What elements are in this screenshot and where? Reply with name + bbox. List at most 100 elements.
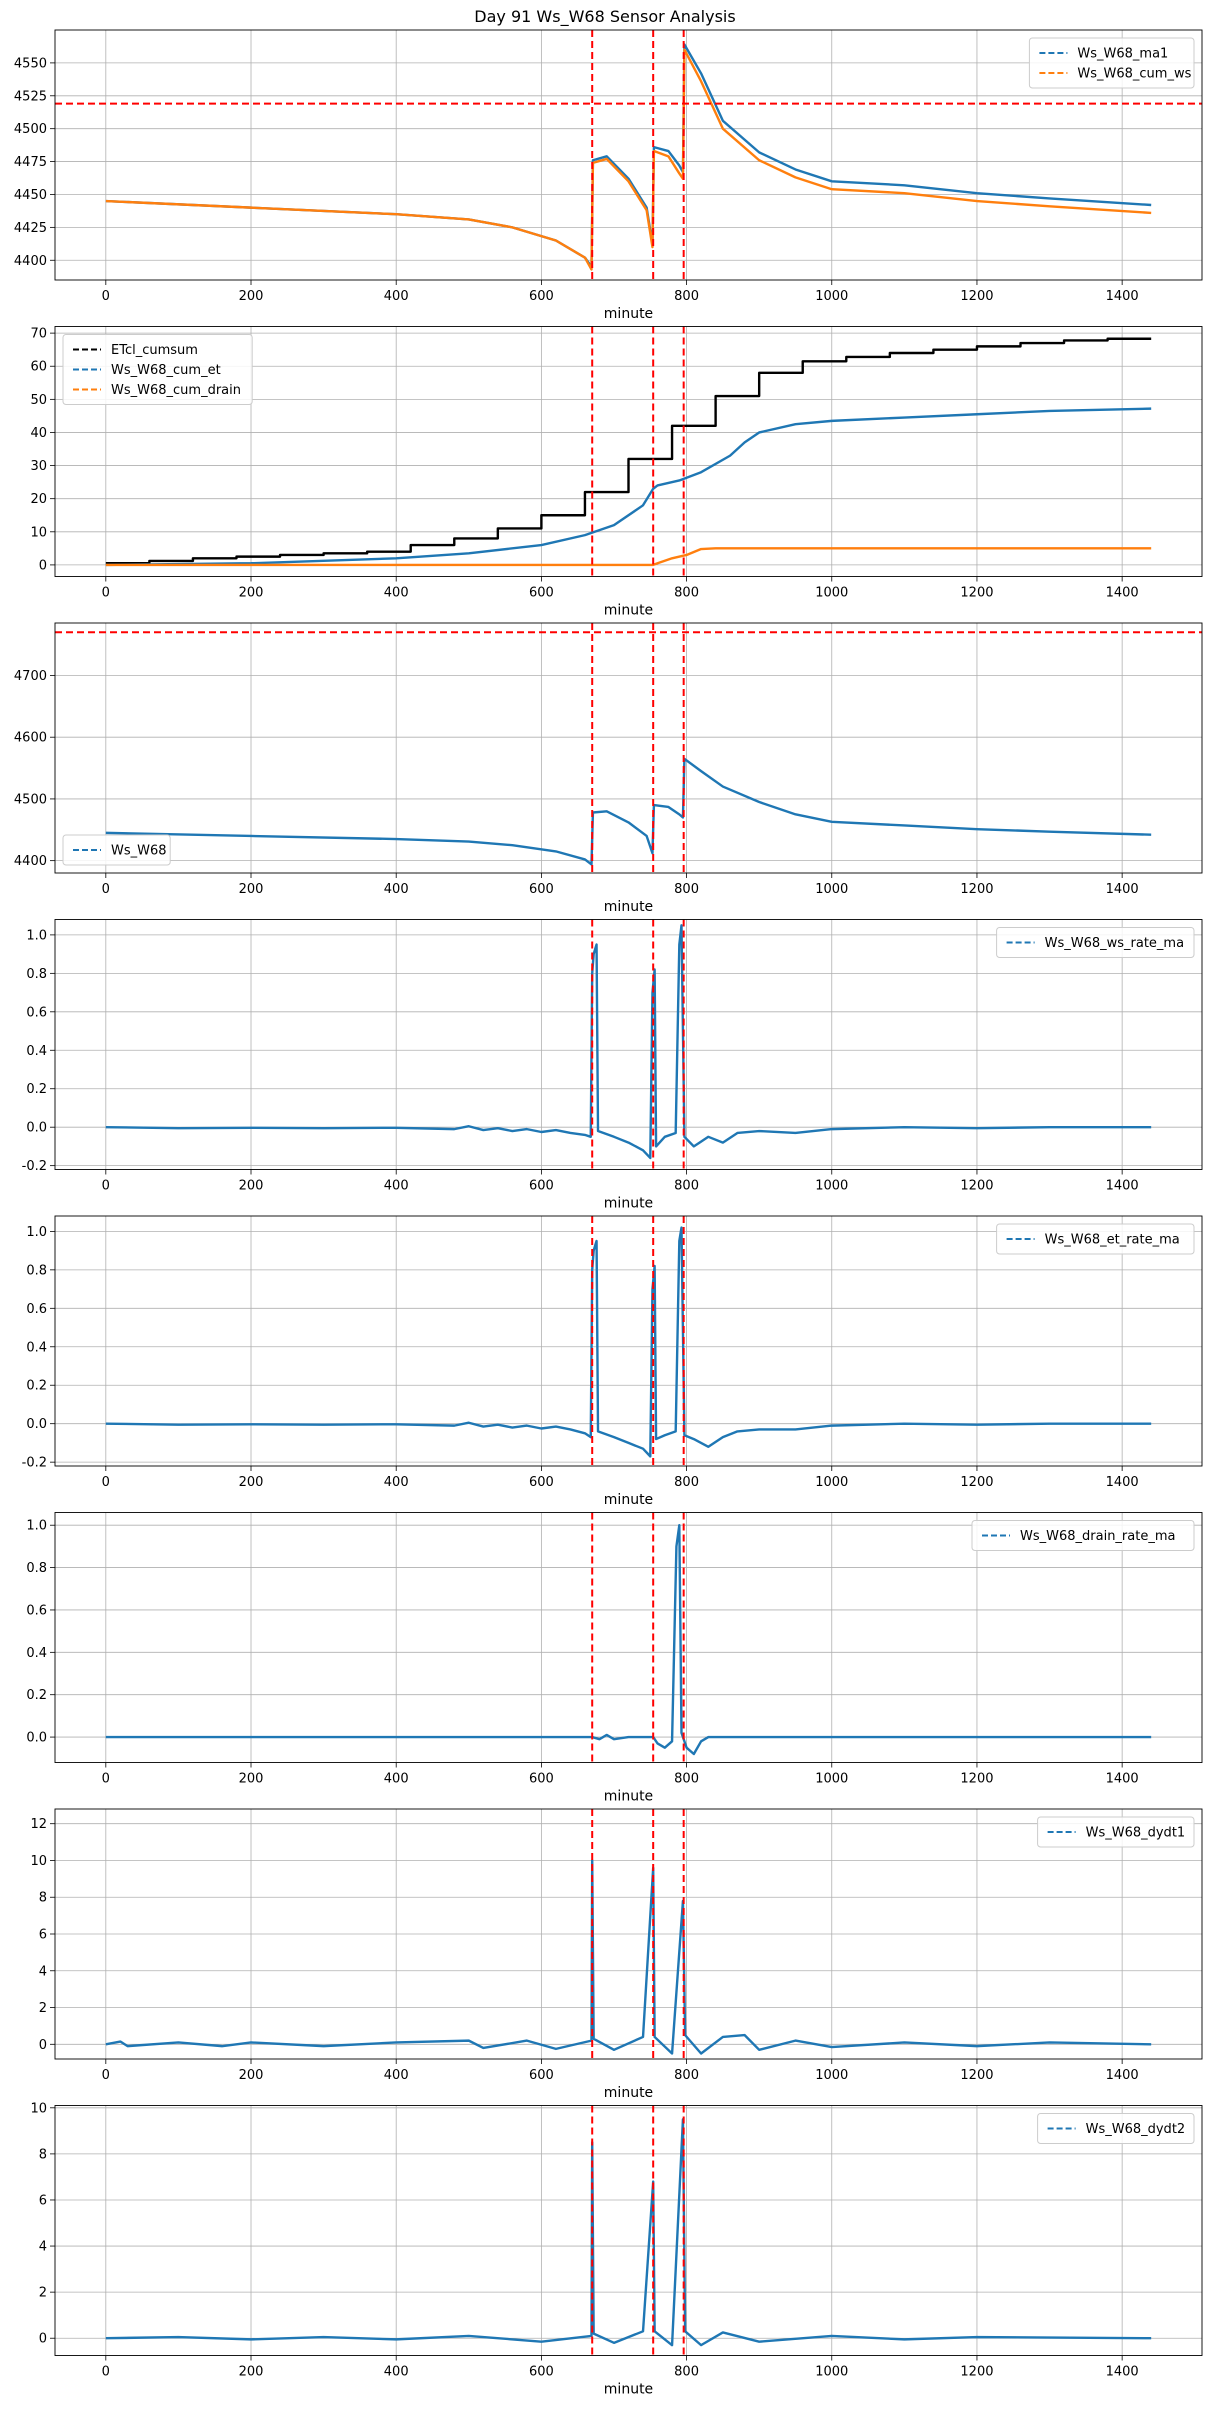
- y-tick-label: 1.0: [26, 1519, 47, 1534]
- legend-box: [971, 1520, 1195, 1551]
- x-axis-label: minute: [604, 2382, 653, 2398]
- plot-area: [105, 1216, 1152, 1466]
- legend: Ws_W68_ws_rate_ma: [996, 927, 1195, 958]
- x-tick-label: 800: [674, 1772, 699, 1787]
- x-tick-label: 1400: [1106, 2365, 1139, 2380]
- y-tick-label: 4500: [14, 122, 47, 137]
- y-tick-label: 2: [39, 2286, 47, 2301]
- y-tick-label: 12: [30, 1817, 47, 1832]
- x-tick-label: 1000: [815, 882, 848, 897]
- legend-box: [996, 1223, 1195, 1255]
- series-line-Ws_W68_dydt2: [105, 2118, 1152, 2347]
- y-tick-label: 4: [39, 1964, 47, 1979]
- x-tick-label: 1000: [815, 586, 848, 601]
- y-tick-label: 6: [39, 1928, 47, 1943]
- legend-label: Ws_W68_drain_rate_ma: [1020, 1529, 1175, 1544]
- x-axis-label: minute: [604, 1789, 653, 1805]
- x-axis-label: minute: [604, 306, 653, 322]
- subplot-4: 0 200 400 600 800 1000 1200 1400 -0.2 0.0 0.2 0.4 0.…: [22, 919, 1203, 1212]
- subplot-7: 0 200 400 600 800 1000 1200 1400 0 2 4 6 8 10 12 minute…: [30, 1808, 1203, 2101]
- y-tick-label: 70: [30, 327, 47, 342]
- x-tick-label: 400: [384, 1179, 409, 1194]
- x-tick-label: 400: [384, 882, 409, 897]
- y-tick-label: -0.2: [22, 1456, 47, 1471]
- legend-label: Ws_W68_cum_ws: [1077, 67, 1191, 82]
- x-tick-label: 1200: [960, 2365, 993, 2380]
- y-tick-label: 0.2: [26, 1688, 47, 1703]
- plot-frame: [54, 326, 1203, 577]
- plot-frame: [54, 1215, 1203, 1467]
- y-tick-label: 0.8: [26, 1561, 47, 1576]
- x-tick-label: 1200: [960, 1772, 993, 1787]
- x-tick-label: 0: [102, 882, 110, 897]
- y-tick-label: 50: [30, 393, 47, 408]
- subplot-1: 0 200 400 600 800 1000 1200 1400 4400 4425 4450 447…: [14, 29, 1203, 322]
- legend-label: Ws_W68_et_rate_ma: [1045, 1233, 1180, 1248]
- figure-title: Day 91 Ws_W68 Sensor Analysis: [474, 7, 735, 27]
- x-tick-label: 0: [102, 1475, 110, 1490]
- x-tick-label: 1000: [815, 2365, 848, 2380]
- y-tick-label: 4475: [14, 155, 47, 170]
- y-tick-label: 10: [30, 1854, 47, 1869]
- y-tick-label: 4500: [14, 792, 47, 807]
- y-tick-label: 2: [39, 2001, 47, 2016]
- x-tick-label: 600: [529, 1179, 554, 1194]
- y-tick-label: 0.0: [26, 1731, 47, 1746]
- x-tick-label: 1200: [960, 882, 993, 897]
- y-tick-label: 0.4: [26, 1044, 47, 1059]
- series-line-Ws_W68_ws_rate_ma: [105, 924, 1152, 1160]
- x-tick-label: 1400: [1106, 2068, 1139, 2083]
- x-tick-label: 200: [239, 1772, 264, 1787]
- y-tick-label: 4700: [14, 669, 47, 684]
- y-tick-label: 4525: [14, 89, 47, 104]
- x-tick-label: 800: [674, 2068, 699, 2083]
- x-tick-label: 1000: [815, 2068, 848, 2083]
- x-tick-label: 0: [102, 1772, 110, 1787]
- x-tick-label: 1200: [960, 586, 993, 601]
- legend: Ws_W68_dydt2: [1037, 2113, 1195, 2144]
- y-tick-label: 0.8: [26, 967, 47, 982]
- series-line-Ws_W68_cum_et: [105, 407, 1152, 567]
- y-tick-label: 4600: [14, 731, 47, 746]
- y-tick-label: 10: [30, 525, 47, 540]
- plot-area: [105, 326, 1152, 577]
- legend-label: Ws_W68_ma1: [1077, 47, 1168, 62]
- x-tick-label: 800: [674, 289, 699, 304]
- x-tick-label: 200: [239, 586, 264, 601]
- subplot-5: 0 200 400 600 800 1000 1200 1400 -0.2 0.0 0.2 0.4 0.…: [22, 1215, 1203, 1508]
- x-tick-label: 200: [239, 1179, 264, 1194]
- x-tick-label: 400: [384, 1475, 409, 1490]
- y-tick-label: 0: [39, 2332, 47, 2347]
- x-axis-label: minute: [604, 899, 653, 915]
- y-tick-label: 1.0: [26, 1225, 47, 1240]
- plot-area: [105, 919, 1152, 1170]
- legend-box: [1037, 1816, 1195, 1848]
- y-tick-label: 0.6: [26, 1302, 47, 1317]
- y-tick-label: 4: [39, 2240, 47, 2255]
- plot-frame: [54, 2105, 1203, 2356]
- legend: Ws_W68_dydt1: [1037, 1816, 1195, 1848]
- x-tick-label: 600: [529, 2365, 554, 2380]
- series-line-Ws_W68_cum_ws: [105, 48, 1152, 271]
- legend-label: Ws_W68: [111, 844, 167, 859]
- x-tick-label: 200: [239, 2365, 264, 2380]
- x-axis-label: minute: [604, 603, 653, 619]
- x-tick-label: 1400: [1106, 882, 1139, 897]
- legend-box: [62, 834, 171, 866]
- y-tick-label: 0.0: [26, 1417, 47, 1432]
- y-tick-label: 0.8: [26, 1263, 47, 1278]
- y-tick-label: 1.0: [26, 928, 47, 943]
- y-tick-label: -0.2: [22, 1159, 47, 1174]
- plot-area: [105, 2105, 1152, 2356]
- x-tick-label: 1000: [815, 289, 848, 304]
- y-tick-label: 0.4: [26, 1646, 47, 1661]
- legend-label: ETcl_cumsum: [111, 343, 198, 358]
- legend: Ws_W68: [62, 834, 171, 866]
- subplot-8: 0 200 400 600 800 1000 1200 1400 0 2 4 6 8 10 minute Ws…: [30, 2101, 1203, 2398]
- x-tick-label: 1400: [1106, 289, 1139, 304]
- legend-label: Ws_W68_ws_rate_ma: [1045, 936, 1184, 951]
- x-tick-label: 800: [674, 1179, 699, 1194]
- x-axis-label: minute: [604, 1492, 653, 1508]
- x-tick-label: 200: [239, 2068, 264, 2083]
